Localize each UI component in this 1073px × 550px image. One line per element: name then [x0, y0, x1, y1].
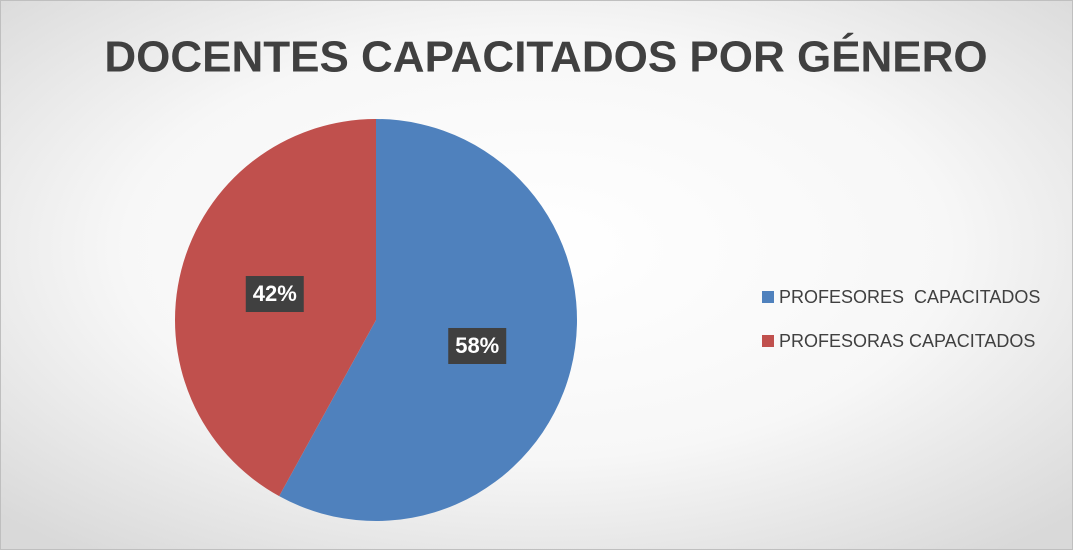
legend-label: PROFESORES CAPACITADOS	[779, 287, 1040, 307]
data-label-box	[448, 327, 507, 364]
data-label: 42%	[253, 281, 297, 306]
legend-label: PROFESORAS CAPACITADOS	[779, 331, 1035, 351]
legend-swatch	[762, 291, 774, 303]
chart-title: DOCENTES CAPACITADOS POR GÉNERO	[104, 32, 987, 82]
data-label: 58%	[455, 333, 499, 358]
legend-swatch	[762, 335, 774, 347]
data-label-box	[245, 276, 304, 313]
pie-slice	[279, 119, 578, 521]
